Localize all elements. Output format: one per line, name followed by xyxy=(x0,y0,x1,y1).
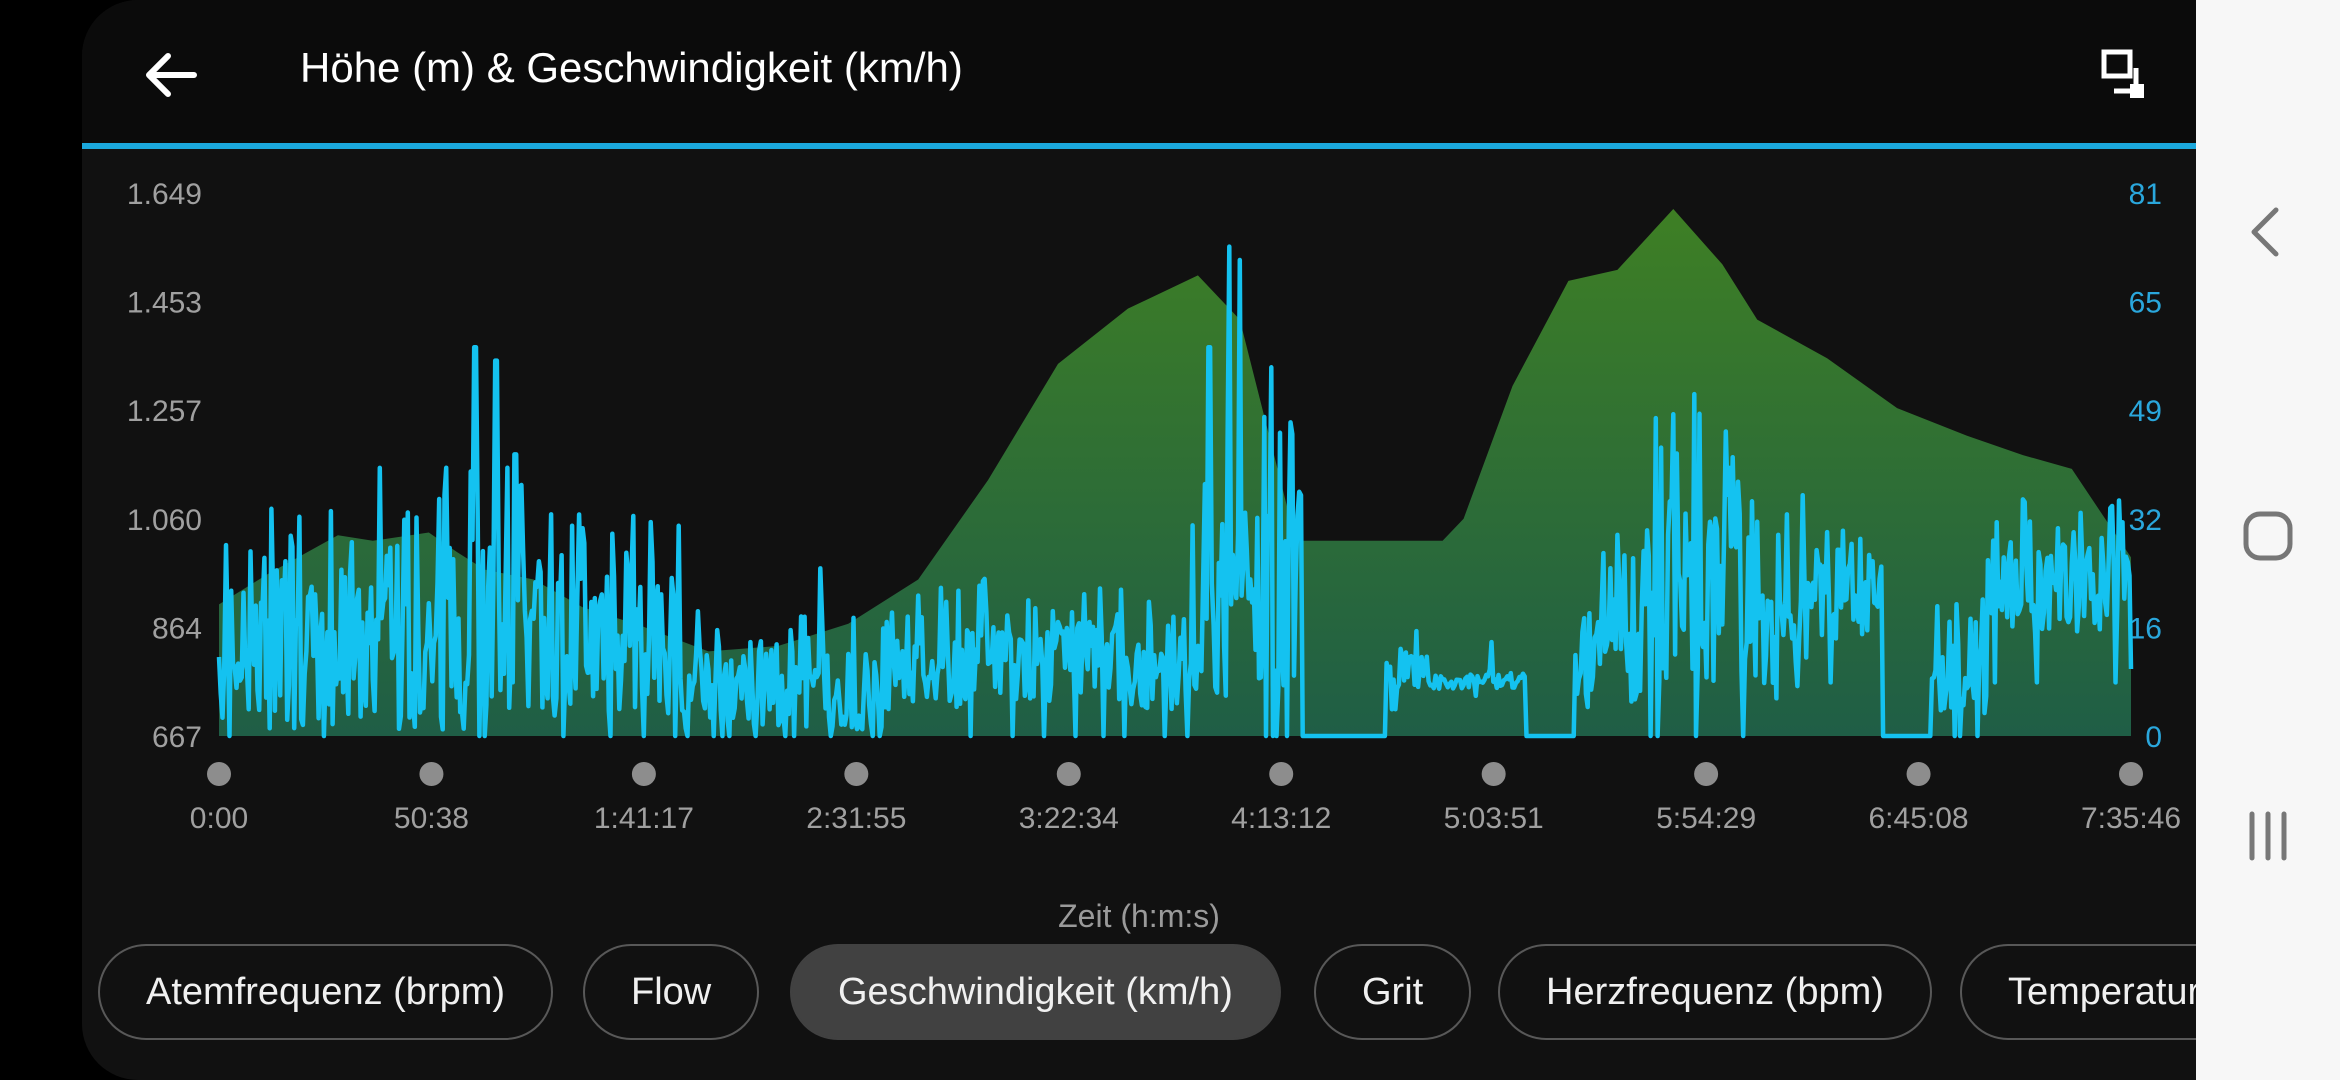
metric-chip-grit[interactable]: Grit xyxy=(1314,944,1472,1040)
y-right-tick-label: 65 xyxy=(2129,287,2162,320)
system-navigation-bar xyxy=(2196,0,2340,1080)
x-tick-label: 6:45:08 xyxy=(1869,802,1969,835)
home-icon xyxy=(2243,511,2293,561)
metric-chip-temperature[interactable]: Temperatur xyxy=(1960,944,2196,1040)
y-left-tick-label: 667 xyxy=(152,721,202,754)
header-accent-line xyxy=(82,143,2196,149)
x-tick-marker[interactable] xyxy=(1906,762,1931,786)
x-tick-marker[interactable] xyxy=(1481,762,1506,786)
y-left-tick-label: 1.453 xyxy=(127,287,202,320)
x-tick-label: 50:38 xyxy=(394,802,469,835)
nav-back-button[interactable] xyxy=(2232,196,2304,268)
metric-selector: Atemfrequenz (brpm) Flow Geschwindigkeit… xyxy=(82,944,2196,1046)
arrow-left-icon xyxy=(146,53,197,97)
x-tick-label: 5:54:29 xyxy=(1656,802,1756,835)
recent-apps-icon xyxy=(2249,811,2287,861)
y-right-tick-label: 16 xyxy=(2129,612,2162,645)
metric-chip-breathing-rate[interactable]: Atemfrequenz (brpm) xyxy=(98,944,554,1040)
fullscreen-icon xyxy=(2101,49,2144,98)
fullscreen-button[interactable] xyxy=(2086,38,2160,112)
x-tick-label: 3:22:34 xyxy=(1019,802,1119,835)
y-right-tick-label: 32 xyxy=(2129,504,2162,537)
app-window: Höhe (m) & Geschwindigkeit (km/h) 667 864… xyxy=(82,0,2196,1080)
back-button[interactable] xyxy=(134,38,208,112)
x-tick-label: 2:31:55 xyxy=(806,802,906,835)
page-title: Höhe (m) & Geschwindigkeit (km/h) xyxy=(300,44,963,91)
speed-line xyxy=(216,244,2134,739)
metric-chip-flow[interactable]: Flow xyxy=(583,944,760,1040)
x-tick-label: 5:03:51 xyxy=(1444,802,1544,835)
x-tick-marker[interactable] xyxy=(1269,762,1294,786)
x-axis-title: Zeit (h:m:s) xyxy=(1058,898,1220,934)
x-tick-label: 1:41:17 xyxy=(594,802,694,835)
chevron-left-icon xyxy=(2251,207,2279,257)
x-tick-label: 0:00 xyxy=(190,802,248,835)
x-tick-marker[interactable] xyxy=(844,762,869,786)
y-left-tick-label: 1.257 xyxy=(127,395,202,428)
y-right-tick-label: 49 xyxy=(2129,395,2162,428)
nav-home-button[interactable] xyxy=(2232,500,2304,572)
y-left-tick-label: 864 xyxy=(152,612,202,645)
x-tick-label: 7:35:46 xyxy=(2081,802,2181,835)
metric-chip-heart-rate[interactable]: Herzfrequenz (bpm) xyxy=(1498,944,1932,1040)
y-left-tick-label: 1.649 xyxy=(127,178,202,211)
x-tick-marker[interactable] xyxy=(419,762,444,786)
x-tick-marker[interactable] xyxy=(631,762,656,786)
x-tick-marker[interactable] xyxy=(2119,762,2143,786)
y-right-tick-label: 0 xyxy=(2145,721,2162,754)
y-right-tick-label: 81 xyxy=(2129,178,2162,211)
metric-chip-speed[interactable]: Geschwindigkeit (km/h) xyxy=(790,944,1281,1040)
x-tick-label: 4:13:12 xyxy=(1231,802,1331,835)
y-left-tick-label: 1.060 xyxy=(127,504,202,537)
nav-recents-button[interactable] xyxy=(2232,800,2304,872)
header-bar: Höhe (m) & Geschwindigkeit (km/h) xyxy=(82,0,2196,145)
chart[interactable]: 667 864 1.060 1.257 1.453 1.649 0 16 32 49 65 81 0… xyxy=(82,0,2196,890)
x-tick-marker[interactable] xyxy=(1056,762,1081,786)
x-tick-marker[interactable] xyxy=(207,762,231,786)
x-tick-marker[interactable] xyxy=(1694,762,1719,786)
